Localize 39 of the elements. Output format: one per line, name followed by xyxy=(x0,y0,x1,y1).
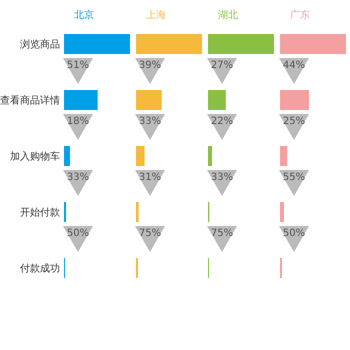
annotation: 75% xyxy=(138,228,162,239)
annotation: 55% xyxy=(282,172,306,183)
y-tick-label: 查看商品详情 xyxy=(0,94,60,106)
bar xyxy=(136,90,162,110)
annotation: 44% xyxy=(282,60,306,71)
bar xyxy=(280,90,310,110)
bar xyxy=(280,202,284,222)
y-tick-label: 加入购物车 xyxy=(10,150,60,162)
bar xyxy=(64,146,70,166)
annotation: 18% xyxy=(66,116,90,127)
chart-title: 北京 xyxy=(74,9,94,21)
annotation: 39% xyxy=(138,60,162,71)
bar xyxy=(136,34,202,54)
annotation: 50% xyxy=(66,228,90,239)
annotation: 22% xyxy=(210,116,234,127)
y-tick-label: 开始付款 xyxy=(20,208,60,218)
annotation: 33% xyxy=(210,172,234,183)
y-tick-label: 付款成功 xyxy=(20,262,60,274)
annotation: 31% xyxy=(138,172,162,183)
annotation: 50% xyxy=(282,228,306,239)
annotation: 75% xyxy=(210,228,234,239)
bar xyxy=(64,34,130,54)
bar xyxy=(136,202,139,222)
bar xyxy=(208,34,274,54)
chart-title: 湖北 xyxy=(218,9,238,21)
annotation: 25% xyxy=(282,116,306,127)
annotation: 33% xyxy=(138,116,162,127)
bar xyxy=(280,34,346,54)
bar xyxy=(208,90,226,110)
bar xyxy=(64,90,98,110)
annotation: 33% xyxy=(66,172,90,183)
bar xyxy=(208,146,212,166)
bar xyxy=(136,146,145,166)
bar xyxy=(280,146,288,166)
y-tick-label: 浏览商品 xyxy=(20,38,60,50)
chart-title: 上海 xyxy=(146,9,166,21)
annotation: 27% xyxy=(210,60,234,71)
chart-title: 广东 xyxy=(290,9,310,21)
annotation: 51% xyxy=(66,60,90,71)
